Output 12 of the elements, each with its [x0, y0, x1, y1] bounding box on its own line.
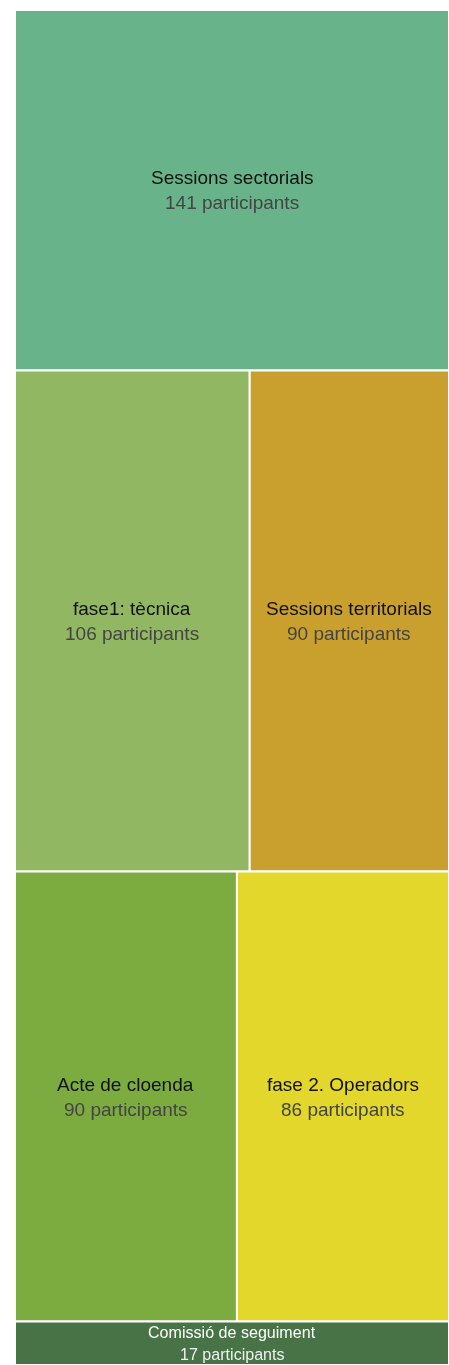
category-label: fase 2. Operadors	[267, 1074, 420, 1095]
data-label: 141 participants	[165, 192, 300, 213]
category-label: Sessions sectorials	[151, 167, 314, 188]
category-label: Sessions territorials	[266, 598, 432, 619]
data-label: 17 participants	[180, 1345, 285, 1363]
data-label: 90 participants	[64, 1099, 188, 1120]
category-label: fase1: tècnica	[73, 598, 191, 619]
category-label: Comissió de seguiment	[148, 1323, 316, 1341]
category-label: Acte de cloenda	[57, 1074, 194, 1095]
data-label: 106 participants	[65, 623, 200, 644]
data-label: 90 participants	[287, 623, 411, 644]
data-label: 86 participants	[281, 1099, 405, 1120]
